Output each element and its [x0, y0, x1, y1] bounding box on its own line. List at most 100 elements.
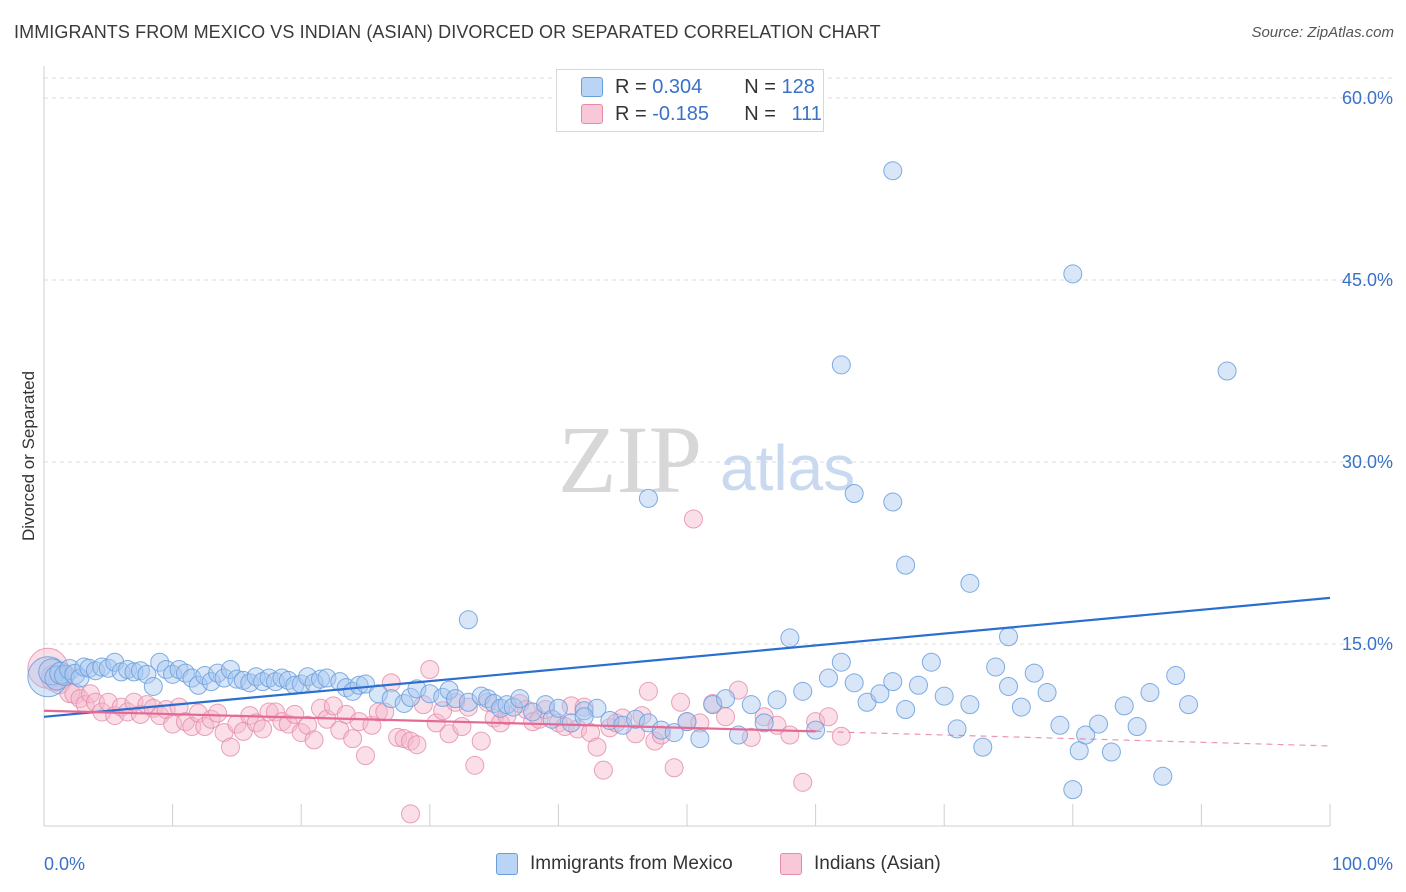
mexico-point: [27, 656, 69, 698]
indian-point: [587, 737, 607, 757]
chart-title: IMMIGRANTS FROM MEXICO VS INDIAN (ASIAN)…: [14, 22, 881, 42]
mexico-point: [1011, 697, 1031, 717]
indian-point: [818, 707, 838, 727]
legend-swatch-mexico: [581, 77, 603, 97]
indian-point: [831, 726, 851, 746]
mexico-point: [1101, 742, 1121, 762]
indian-point: [253, 719, 273, 739]
mexico-point: [870, 684, 890, 704]
indian-point: [401, 804, 421, 824]
legend-row-indian: R = -0.185 N = 111: [581, 102, 822, 126]
mexico-point: [973, 737, 993, 757]
mexico-point: [999, 627, 1018, 647]
legend-label-indian: Indians (Asian): [814, 853, 941, 874]
indian-point: [27, 647, 69, 689]
y-axis-label: Divorced or Separated: [19, 371, 38, 541]
mexico-point: [458, 610, 478, 630]
legend-item-mexico: Immigrants from Mexico: [496, 851, 733, 877]
mexico-point: [561, 713, 581, 733]
indian-point: [304, 730, 324, 750]
tick-labels: 15.0% 30.0% 45.0% 60.0% 0.0% 100.0%: [44, 88, 1393, 874]
mexico-point: [278, 670, 298, 690]
mexico-point: [208, 663, 228, 683]
mexico-point: [896, 555, 916, 575]
indian-point: [632, 706, 652, 726]
mexico-point: [754, 713, 774, 733]
mexico-point: [793, 681, 813, 701]
mexico-point: [446, 689, 466, 709]
legend-r-label: R =: [615, 75, 653, 98]
legend-swatch-indian: [780, 853, 802, 875]
mexico-point: [227, 669, 247, 689]
indian-point: [388, 727, 408, 747]
mexico-point: [548, 698, 568, 718]
x-tick-label: 100.0%: [1332, 854, 1393, 874]
mexico-point: [844, 673, 864, 693]
mexico-point: [638, 488, 658, 508]
mexico-point: [536, 695, 556, 715]
mexico-point: [420, 684, 440, 704]
watermark-zip: ZIP: [558, 406, 702, 513]
mexico-point: [1114, 696, 1134, 716]
source-label: Source: ZipAtlas.com: [1251, 24, 1394, 41]
mexico-point: [716, 689, 736, 709]
mexico-point: [1153, 766, 1173, 786]
indian-point: [793, 772, 813, 792]
legend-n-label: N =: [744, 102, 782, 125]
mexico-point: [780, 628, 800, 648]
mexico-point: [220, 659, 240, 679]
mexico-point: [381, 689, 401, 709]
indian-point: [683, 509, 703, 529]
indian-point: [220, 737, 240, 757]
mexico-point: [137, 664, 157, 684]
mexico-point: [1217, 361, 1237, 381]
y-tick-label: 30.0%: [1342, 452, 1393, 472]
mexico-point: [1063, 264, 1083, 284]
indian-point: [195, 717, 215, 737]
legend-n-value: 111: [791, 102, 822, 125]
indian-point: [671, 692, 691, 712]
indian-point: [401, 731, 421, 751]
mexico-point: [574, 707, 594, 727]
mexico-point: [143, 676, 163, 696]
trend-lines: [43, 596, 1331, 747]
indian-point: [208, 703, 228, 723]
mexico-point: [999, 676, 1018, 696]
legend-swatch-mexico: [496, 853, 518, 875]
mexico-point: [1063, 780, 1083, 800]
indian-trend-line: [43, 709, 816, 733]
mexico-trend-line: [43, 596, 1331, 718]
mexico-point: [883, 492, 903, 512]
legend-swatch-indian: [581, 104, 603, 124]
gridlines: [44, 77, 1394, 645]
mexico-point: [92, 657, 112, 677]
mexico-point: [908, 675, 928, 695]
correlation-legend: R = 0.304 N = 128 R = -0.185 N = 111: [556, 69, 824, 132]
legend-row-mexico: R = 0.304 N = 128: [581, 75, 815, 99]
mexico-point: [407, 679, 427, 699]
indian-point: [64, 683, 86, 705]
watermark-atlas: atlas: [720, 432, 855, 504]
mexico-point: [690, 729, 710, 749]
watermark: ZIP atlas: [558, 406, 855, 513]
mexico-point: [986, 657, 1006, 677]
indian-trend-extension: [815, 730, 1331, 747]
indian-point: [356, 746, 375, 766]
mexico-point: [1127, 717, 1147, 737]
y-tick-label: 45.0%: [1342, 270, 1393, 290]
mexico-point: [1024, 663, 1044, 683]
mexico-point: [896, 700, 916, 720]
mexico-point: [703, 695, 723, 715]
mexico-point: [150, 652, 170, 672]
mexico-point: [317, 668, 337, 688]
indian-point: [452, 717, 472, 737]
mexico-point: [818, 668, 838, 688]
legend-r-value: 0.304: [652, 75, 703, 98]
mexico-point: [844, 484, 864, 504]
mexico-point: [831, 652, 851, 672]
mexico-point: [1037, 683, 1057, 703]
indian-point: [426, 713, 446, 733]
mexico-point: [883, 161, 903, 181]
indian-point: [465, 755, 485, 775]
